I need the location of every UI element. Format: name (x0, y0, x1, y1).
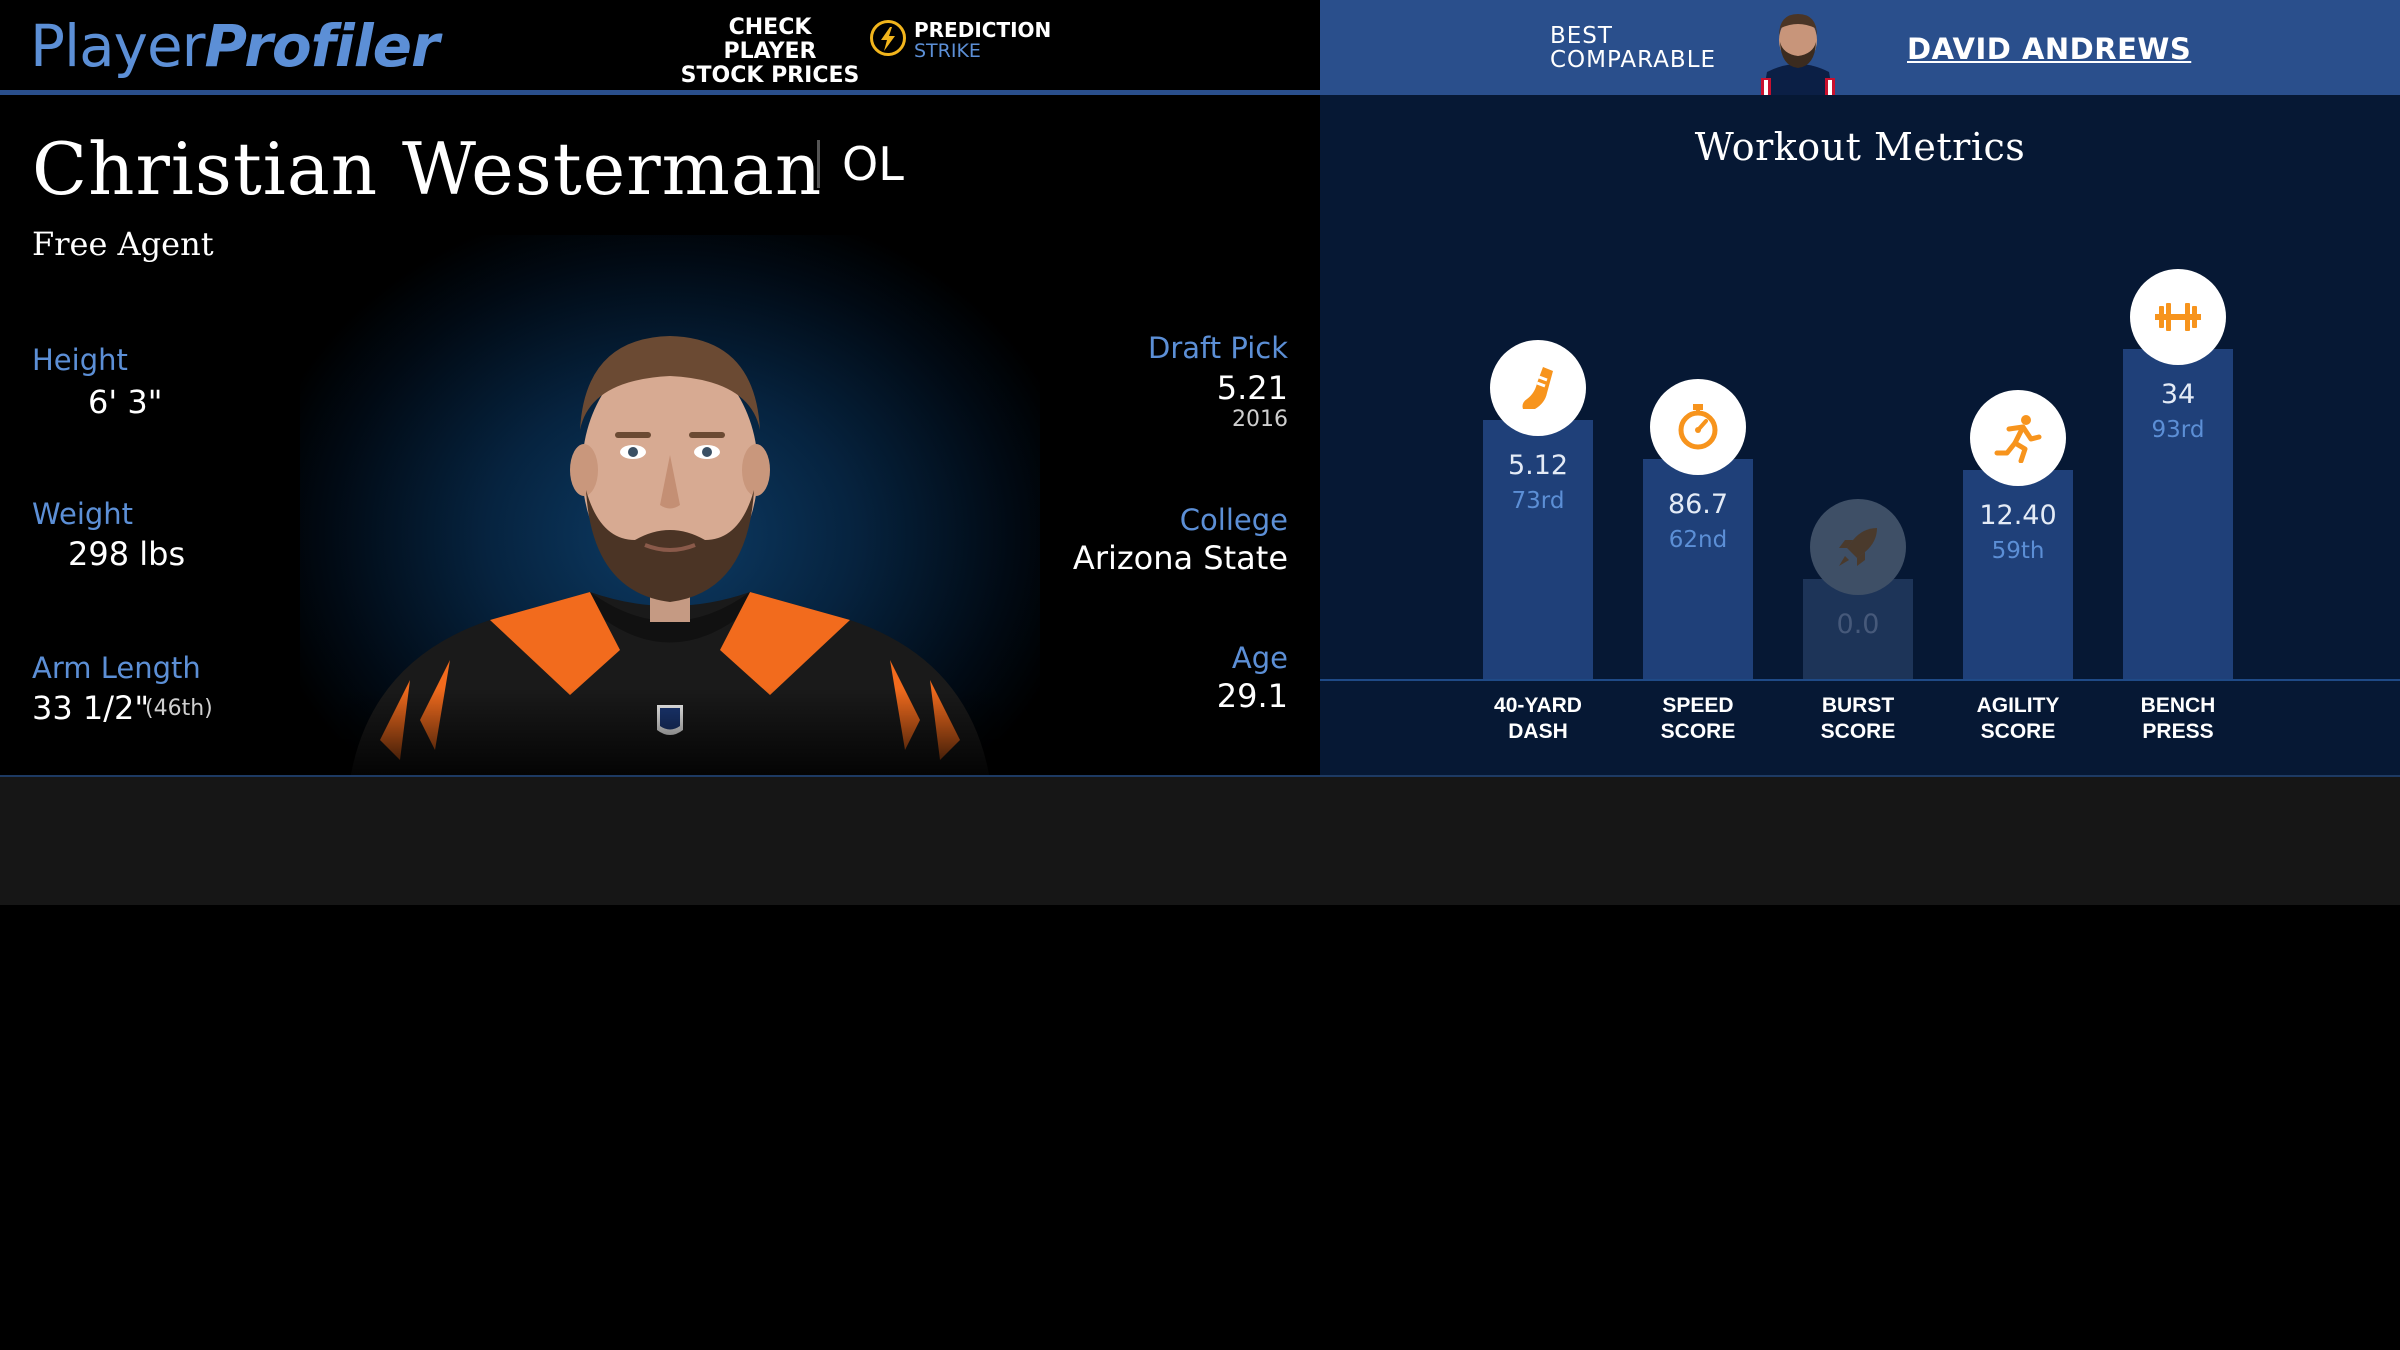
weight-label: Weight (32, 497, 134, 531)
metric-value-agility: 12.40 (1979, 500, 2057, 531)
metric-bar-speed (1643, 459, 1753, 679)
best-comparable-label: BEST COMPARABLE (1550, 23, 1717, 73)
best-comparable-bar: BEST COMPARABLE DAVID ANDREWS (1320, 0, 2400, 95)
rocket-icon (1810, 499, 1906, 595)
college-label: College (1179, 503, 1288, 537)
runner-icon (1970, 390, 2066, 486)
barbell-icon (2130, 269, 2226, 365)
draft-pick-value: 5.21 (1216, 369, 1288, 407)
arm-length-value: 33 1/2" (32, 689, 150, 727)
position-divider (817, 140, 820, 188)
metric-percentile-40-yard: 73rd (1511, 488, 1565, 514)
stopwatch-icon (1650, 379, 1746, 475)
workout-metrics-panel: Workout Metrics 5.12 73rd 40-YARD DASH 86.7… (1320, 95, 2400, 775)
metric-percentile-speed: 62nd (1668, 527, 1728, 553)
metric-label-speed: SPEED SCORE (1660, 694, 1736, 743)
site-header: PlayerProfiler CHECK PLAYER STOCK PRICES… (0, 0, 2400, 95)
logo-text-player: Player (30, 12, 205, 80)
metric-label-agility: AGILITY SCORE (1976, 694, 2060, 743)
lightning-bolt-icon (870, 20, 906, 56)
arm-length-label: Arm Length (32, 651, 201, 685)
player-position: OL (842, 137, 904, 191)
draft-year: 2016 (1232, 407, 1288, 432)
height-label: Height (32, 343, 128, 377)
metric-value-burst: 0.0 (1836, 609, 1880, 640)
player-profile-panel: Christian Westerman OL Free Agent Height… (0, 95, 1320, 775)
comparable-player-avatar (1755, 6, 1841, 95)
metric-bar-bench (2123, 349, 2233, 679)
draft-pick-label: Draft Pick (1148, 331, 1288, 365)
promo-brand-name: PREDICTION (914, 18, 1052, 42)
metric-bar-agility (1963, 470, 2073, 679)
comparable-player-link[interactable]: DAVID ANDREWS (1907, 32, 2192, 66)
running-shoe-icon (1490, 340, 1586, 436)
player-name: Christian Westerman (32, 127, 823, 211)
age-label: Age (1231, 641, 1288, 675)
metric-label-bench: BENCH PRESS (2140, 694, 2216, 743)
metric-percentile-agility: 59th (1991, 538, 2045, 564)
promo-text: CHECK PLAYER STOCK PRICES (680, 15, 860, 88)
metric-value-bench: 34 (2160, 379, 2196, 410)
chart-baseline (1320, 679, 2400, 681)
workout-metrics-title: Workout Metrics (1694, 125, 2026, 169)
footer-strip (0, 775, 2400, 905)
metric-value-speed: 86.7 (1667, 489, 1729, 520)
arm-length-percentile: (46th) (145, 696, 213, 721)
header-left: PlayerProfiler CHECK PLAYER STOCK PRICES… (0, 0, 1320, 95)
height-value: 6' 3" (88, 383, 163, 421)
metric-label-40-yard: 40-YARD DASH (1494, 694, 1582, 743)
metric-bar-40-yard (1483, 420, 1593, 679)
age-value: 29.1 (1216, 677, 1288, 715)
promo-brand-subname: STRIKE (914, 40, 981, 62)
player-team: Free Agent (32, 225, 214, 263)
metric-label-burst: BURST SCORE (1820, 694, 1896, 743)
metric-value-40-yard: 5.12 (1507, 450, 1569, 481)
metric-percentile-bench: 93rd (2151, 417, 2205, 443)
weight-value: 298 lbs (68, 535, 186, 573)
metric-bar-burst (1803, 579, 1913, 679)
site-logo[interactable]: PlayerProfiler (30, 12, 440, 80)
prediction-strike-promo[interactable]: CHECK PLAYER STOCK PRICES PREDICTION STR… (680, 16, 1052, 88)
player-headshot (340, 320, 1000, 775)
logo-text-profiler: Profiler (204, 12, 440, 80)
college-value: Arizona State (1072, 539, 1288, 577)
